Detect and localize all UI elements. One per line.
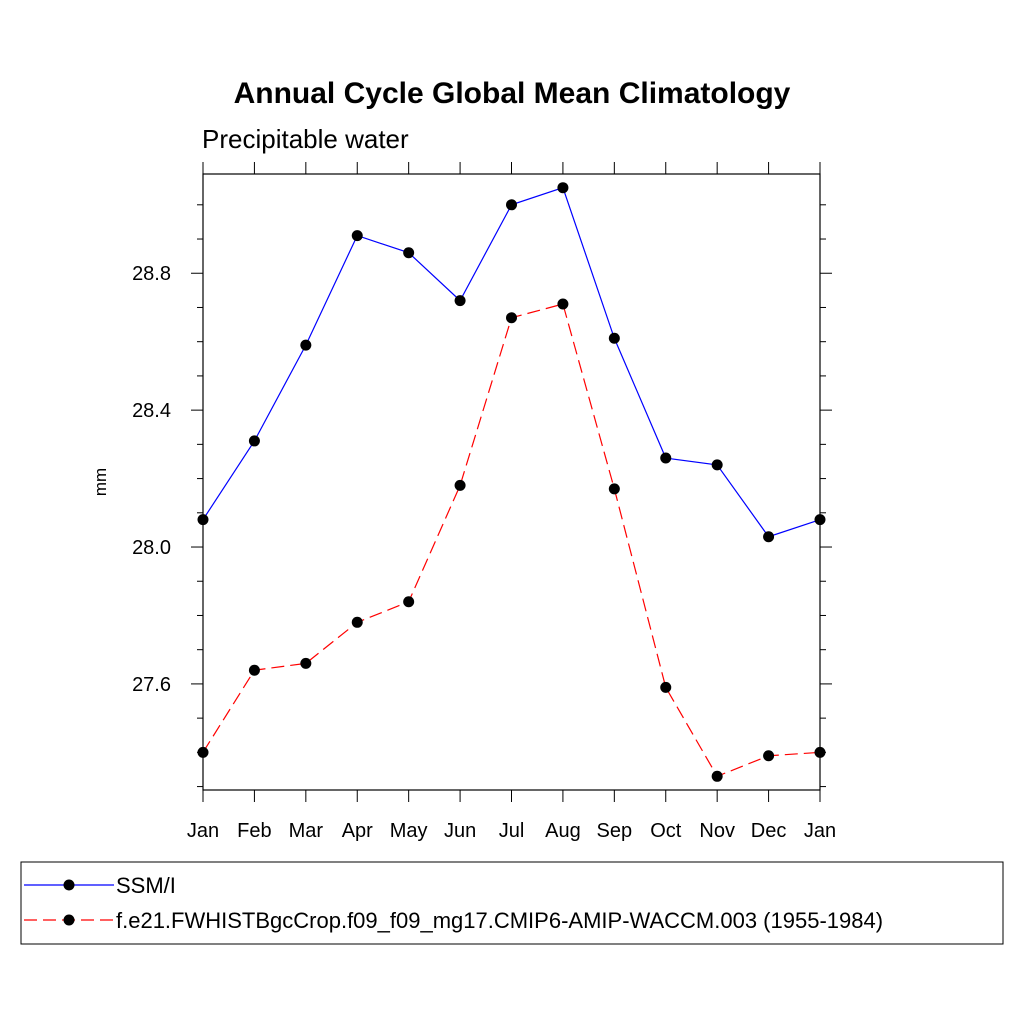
x-tick-label: Jul [499, 820, 525, 842]
plot-frame [202, 173, 821, 791]
x-tick-label: Jan [187, 820, 219, 842]
data-point [506, 312, 517, 324]
data-point [711, 459, 723, 471]
x-tick-label: Nov [699, 820, 735, 842]
data-point [248, 435, 260, 447]
tick-marks [191, 162, 832, 802]
data-point [660, 681, 672, 693]
data-point [557, 298, 569, 310]
x-tick-labels: Jan Feb Mar Apr May Jun Jul Aug Sep Oct Nov Dec Jan [187, 820, 836, 842]
y-tick-label: 27.6 [132, 674, 171, 696]
x-tick-label: Dec [751, 820, 787, 842]
data-point [711, 770, 723, 782]
series-line [202, 186, 821, 538]
x-tick-label: Feb [237, 820, 271, 842]
legend-item-1: SSM/I [24, 873, 176, 898]
series-layer [197, 182, 826, 782]
legend-label: f.e21.FWHISTBgcCrop.f09_f09_mg17.CMIP6-A… [116, 908, 883, 933]
data-point [608, 483, 620, 495]
x-tick-label: Sep [597, 820, 633, 842]
data-point [506, 199, 517, 211]
chart-subtitle: Precipitable water [202, 124, 409, 154]
data-point [248, 664, 260, 676]
x-tick-label: Oct [650, 820, 682, 842]
y-tick-label: 28.0 [132, 537, 171, 559]
legend-box [20, 861, 1004, 945]
y-tick-label: 28.4 [132, 400, 171, 422]
data-point [454, 295, 466, 307]
data-point [403, 596, 415, 608]
data-point [403, 247, 415, 259]
x-tick-label: Jan [804, 820, 836, 842]
data-point [763, 750, 775, 762]
legend-label: SSM/I [116, 873, 176, 898]
data-point [608, 332, 620, 344]
x-tick-label: Aug [545, 820, 581, 842]
data-point [763, 531, 775, 543]
series-2 [197, 298, 826, 782]
series-1 [197, 182, 826, 543]
legend-marker [63, 879, 75, 891]
legend-marker [63, 914, 75, 926]
data-point [660, 452, 672, 464]
data-point [300, 657, 312, 669]
x-tick-label: Mar [289, 820, 324, 842]
x-tick-label: Apr [342, 820, 373, 842]
data-point [454, 479, 466, 491]
data-point [351, 230, 363, 242]
y-axis-label: mm [91, 468, 110, 496]
data-point [197, 514, 209, 526]
data-point [351, 616, 363, 628]
data-point [300, 339, 312, 351]
data-point [814, 514, 826, 526]
chart-title: Annual Cycle Global Mean Climatology [234, 77, 791, 110]
series-line [202, 303, 821, 778]
x-tick-label: Jun [444, 820, 476, 842]
data-point [557, 182, 569, 194]
data-point [814, 746, 826, 758]
y-tick-label: 28.8 [132, 263, 171, 285]
legend-item-2: f.e21.FWHISTBgcCrop.f09_f09_mg17.CMIP6-A… [24, 908, 883, 933]
x-tick-label: May [390, 820, 428, 842]
legend: SSM/I f.e21.FWHISTBgcCrop.f09_f09_mg17.CM… [20, 861, 1004, 945]
data-point [197, 746, 209, 758]
y-tick-labels: 27.6 28.0 28.4 28.8 [132, 263, 171, 696]
